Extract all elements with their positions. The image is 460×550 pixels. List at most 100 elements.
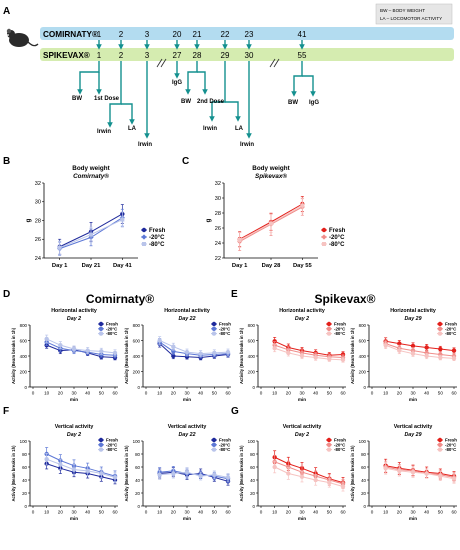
spikevax-bar-label: SPIKEVAX® [43, 51, 90, 60]
x-tick-label: 60 [225, 391, 231, 396]
legend-label: -80°C [219, 331, 231, 336]
y-tick-label: 20 [361, 491, 366, 496]
x-tick-label: 40 [85, 391, 91, 396]
x-tick-label: 20 [397, 510, 403, 515]
chart-subtitle: Day 2 [67, 316, 81, 322]
x-tick-label: 60 [451, 391, 457, 396]
y-tick-label: 0 [138, 504, 141, 509]
timeline-arrows [77, 40, 316, 139]
data-point [184, 349, 190, 355]
data-point [171, 471, 176, 476]
x-tick-label: Day 41 [113, 263, 132, 269]
data-point [112, 350, 118, 356]
data-point [313, 477, 318, 483]
y-tick-label: 60 [135, 465, 140, 470]
event-bw-day1: BW [72, 96, 82, 102]
comirnaty-day-20: 20 [173, 30, 182, 39]
x-tick-label: 30 [71, 391, 77, 396]
data-point [410, 470, 416, 475]
chart-title: Horizontal activity [279, 308, 325, 314]
spikevax-day-30: 30 [245, 51, 254, 60]
event-irwin-day2: Irwin [97, 129, 111, 135]
series-line [274, 344, 344, 359]
y-tick-label: 200 [20, 369, 28, 374]
x-tick-label: 30 [184, 510, 190, 515]
comirnaty-day-23: 23 [245, 30, 254, 39]
legend-label: Fresh [329, 228, 346, 234]
y-tick-label: 0 [25, 385, 28, 390]
legend-marker [437, 442, 443, 447]
x-tick-label: 30 [71, 510, 77, 515]
x-axis-label: min [298, 397, 306, 402]
data-point [99, 349, 104, 354]
chart-title: Vertical activity [168, 424, 207, 430]
data-point [299, 350, 305, 356]
chart-title: Horizontal activity [51, 308, 97, 314]
x-tick-label: 0 [371, 510, 374, 515]
spikevax-day-27: 27 [173, 51, 182, 60]
x-tick-label: 30 [299, 510, 305, 515]
comirnaty-day-1: 1 [97, 30, 102, 39]
y-tick-label: 28 [35, 218, 41, 224]
y-tick-label: 100 [133, 439, 141, 444]
spikevax-day-55: 55 [298, 51, 307, 60]
legend-label: Fresh [219, 322, 231, 327]
y-tick-label: 100 [20, 439, 28, 444]
x-tick-label: 0 [260, 391, 263, 396]
series-line [385, 340, 455, 352]
y-tick-label: 30 [215, 196, 221, 202]
y-tick-label: 40 [250, 478, 255, 483]
legend-label: -20°C [334, 442, 346, 447]
data-point [272, 464, 277, 470]
x-axis-label: min [183, 397, 191, 402]
x-tick-label: Day 1 [232, 263, 248, 269]
x-tick-label: 40 [313, 510, 319, 515]
y-axis-label: Activity (Beam breaks in 1h) [11, 327, 16, 384]
data-point [451, 356, 457, 361]
legend-marker [437, 321, 443, 327]
data-point [340, 484, 346, 489]
data-point [44, 336, 49, 342]
legend-label: Fresh [149, 228, 166, 234]
legend-label: -20°C [329, 235, 345, 241]
data-point [286, 464, 291, 470]
y-tick-label: 40 [22, 478, 27, 483]
data-point [299, 474, 305, 479]
chart-title: Body weight [252, 165, 290, 172]
legend-label: -80°C [106, 331, 118, 336]
legend-marker [437, 447, 443, 452]
x-tick-label: 30 [410, 391, 416, 396]
x-tick-label: 50 [438, 391, 444, 396]
x-tick-label: 60 [112, 391, 118, 396]
x-tick-label: 0 [145, 391, 148, 396]
chart-title: Horizontal activity [164, 308, 210, 314]
data-point [57, 245, 62, 250]
y-tick-label: 80 [361, 452, 366, 457]
x-tick-label: 10 [44, 510, 50, 515]
y-tick-label: 200 [133, 369, 141, 374]
series-line [274, 456, 344, 484]
chart-subtitle: Day 22 [178, 432, 195, 438]
legend-label: -80°C [329, 242, 345, 248]
legend-line-bw: BW – BODY WEIGHT [380, 8, 425, 13]
chart-title: Horizontal activity [390, 308, 436, 314]
data-point [157, 338, 162, 343]
data-point [225, 475, 231, 480]
series-line [46, 453, 116, 477]
x-tick-label: 0 [371, 391, 374, 396]
mouse-icon [6, 28, 39, 47]
legend-label: -80°C [445, 331, 457, 336]
y-tick-label: 800 [20, 323, 28, 328]
x-tick-label: 40 [424, 391, 430, 396]
x-axis-label: min [70, 397, 78, 402]
legend-label: -80°C [445, 447, 457, 452]
comirnaty-day-22: 22 [221, 30, 230, 39]
panel-letter-a: A [3, 6, 10, 17]
comirnaty-bar [40, 27, 454, 40]
spikevax-bar [40, 48, 454, 61]
x-tick-label: 40 [313, 391, 319, 396]
event-igg-day27: IgG [172, 80, 182, 86]
panel-letter-c: C [182, 156, 189, 167]
y-tick-label: 800 [133, 323, 141, 328]
